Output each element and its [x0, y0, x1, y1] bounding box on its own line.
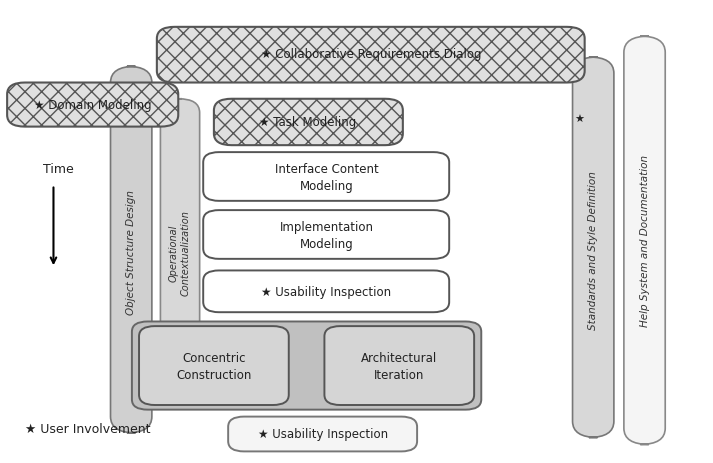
Text: ★ Usability Inspection: ★ Usability Inspection [262, 285, 391, 298]
Text: Standards and Style Definition: Standards and Style Definition [588, 171, 598, 329]
Text: Concentric
Construction: Concentric Construction [176, 351, 252, 381]
Text: ★ User Involvement: ★ User Involvement [25, 422, 150, 435]
FancyBboxPatch shape [111, 67, 152, 433]
FancyBboxPatch shape [132, 322, 481, 410]
FancyBboxPatch shape [228, 417, 417, 451]
FancyBboxPatch shape [7, 83, 178, 127]
Text: Implementation
Modeling: Implementation Modeling [279, 220, 374, 250]
FancyBboxPatch shape [203, 271, 449, 313]
FancyBboxPatch shape [573, 58, 614, 438]
Text: ★: ★ [574, 114, 584, 125]
Text: Object Structure Design: Object Structure Design [126, 190, 136, 315]
Text: Help System and Documentation: Help System and Documentation [640, 155, 650, 326]
FancyBboxPatch shape [157, 28, 585, 83]
Text: Time: Time [43, 163, 73, 175]
Text: ★ Task Modeling: ★ Task Modeling [260, 116, 356, 129]
FancyBboxPatch shape [203, 153, 449, 201]
Text: Operational
Contextualization: Operational Contextualization [169, 209, 190, 295]
FancyBboxPatch shape [203, 211, 449, 259]
FancyBboxPatch shape [160, 100, 200, 400]
FancyBboxPatch shape [139, 326, 289, 405]
Text: ★ Collaborative Requirements Dialog: ★ Collaborative Requirements Dialog [260, 48, 481, 61]
Text: ★ Usability Inspection: ★ Usability Inspection [258, 427, 388, 440]
FancyBboxPatch shape [624, 37, 665, 444]
FancyBboxPatch shape [214, 100, 403, 146]
Text: Architectural
Iteration: Architectural Iteration [361, 351, 437, 381]
Text: ★ Domain Modeling: ★ Domain Modeling [34, 99, 151, 112]
Text: Interface Content
Modeling: Interface Content Modeling [275, 163, 379, 192]
FancyBboxPatch shape [324, 326, 474, 405]
